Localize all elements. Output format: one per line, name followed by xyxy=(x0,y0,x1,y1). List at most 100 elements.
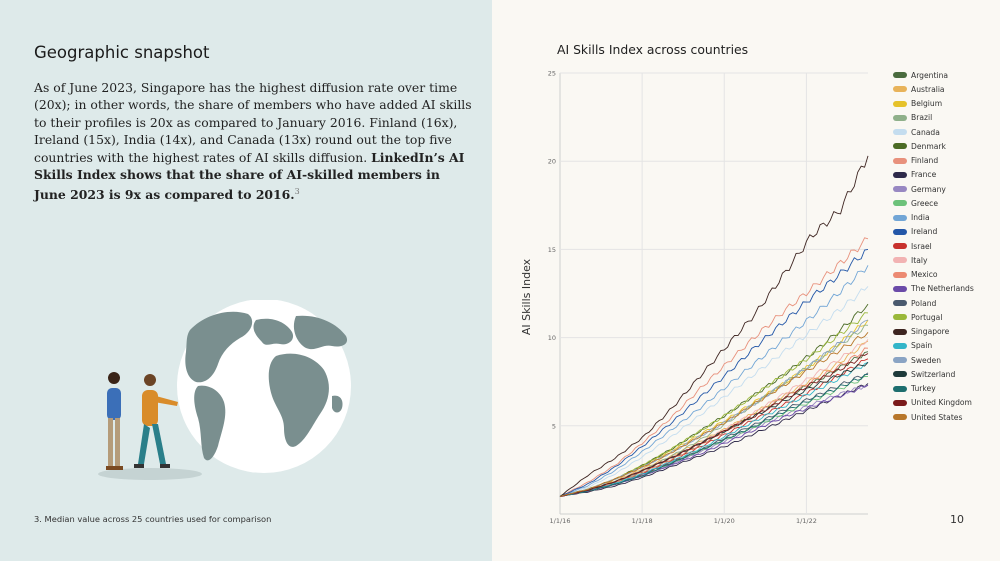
legend-item: Israel xyxy=(893,239,998,253)
legend-item: Portugal xyxy=(893,310,998,324)
footnote: 3. Median value across 25 countries used… xyxy=(34,514,272,524)
legend-item: Argentina xyxy=(893,68,998,82)
legend-swatch xyxy=(893,114,907,121)
legend-swatch xyxy=(893,399,907,406)
series-line-australia xyxy=(559,340,869,497)
right-panel xyxy=(492,0,1000,561)
legend-label: The Netherlands xyxy=(911,284,974,294)
legend-swatch xyxy=(893,328,907,335)
legend-label: Greece xyxy=(911,198,939,208)
series-line-denmark xyxy=(559,303,869,497)
legend-item: Canada xyxy=(893,125,998,139)
person-left xyxy=(106,372,123,470)
legend-swatch xyxy=(893,86,907,93)
series-line-united-kingdom xyxy=(559,353,869,497)
legend-label: Belgium xyxy=(911,99,943,109)
legend-swatch xyxy=(893,385,907,392)
legend-label: Poland xyxy=(911,298,937,308)
series-line-finland xyxy=(559,237,869,497)
legend-label: Israel xyxy=(911,241,932,251)
legend-label: Ireland xyxy=(911,227,938,237)
legend-item: Germany xyxy=(893,182,998,196)
legend-swatch xyxy=(893,414,907,421)
series-line-singapore xyxy=(559,155,869,497)
legend-swatch xyxy=(893,371,907,378)
series-line-portugal xyxy=(559,312,869,497)
series-line-india xyxy=(559,265,869,497)
legend-swatch xyxy=(893,357,907,364)
legend-swatch xyxy=(893,157,907,164)
legend-label: Spain xyxy=(911,341,933,351)
legend-swatch xyxy=(893,243,907,250)
legend-label: Portugal xyxy=(911,312,943,322)
legend-swatch xyxy=(893,100,907,107)
legend-swatch xyxy=(893,271,907,278)
legend-label: Mexico xyxy=(911,270,938,280)
series-line-canada xyxy=(559,286,869,497)
x-tick-label: 1/1/16 xyxy=(550,517,571,525)
legend-item: Poland xyxy=(893,296,998,310)
y-tick-label: 15 xyxy=(548,246,556,254)
legend-label: Australia xyxy=(911,84,945,94)
legend-label: Italy xyxy=(911,255,928,265)
legend-item: Australia xyxy=(893,82,998,96)
chart-title: AI Skills Index across countries xyxy=(557,42,749,57)
legend-label: United Kingdom xyxy=(911,398,972,408)
legend-swatch xyxy=(893,143,907,150)
legend-swatch xyxy=(893,285,907,292)
legend-item: Finland xyxy=(893,154,998,168)
chart-series xyxy=(559,155,869,497)
legend-item: Belgium xyxy=(893,97,998,111)
legend-swatch xyxy=(893,72,907,79)
legend-item: Italy xyxy=(893,253,998,267)
chart-legend: Argentina Australia Belgium Brazil Canada Den… xyxy=(893,68,998,424)
legend-swatch xyxy=(893,214,907,221)
legend-swatch xyxy=(893,228,907,235)
legend-item: Mexico xyxy=(893,268,998,282)
legend-item: Sweden xyxy=(893,353,998,367)
legend-swatch xyxy=(893,171,907,178)
legend-swatch xyxy=(893,314,907,321)
legend-swatch xyxy=(893,200,907,207)
legend-label: Argentina xyxy=(911,70,949,80)
series-line-france xyxy=(559,383,869,497)
legend-item: Switzerland xyxy=(893,367,998,381)
legend-label: Denmark xyxy=(911,141,946,151)
series-line-sweden xyxy=(559,319,869,497)
legend-swatch xyxy=(893,257,907,264)
y-tick-label: 5 xyxy=(552,422,556,430)
x-tick-label: 1/1/22 xyxy=(796,517,817,525)
legend-label: Switzerland xyxy=(911,369,956,379)
legend-item: Greece xyxy=(893,196,998,210)
paragraph-bold: LinkedIn’s AI Skills Index shows that th… xyxy=(34,149,465,203)
legend-label: Singapore xyxy=(911,327,950,337)
legend-label: Turkey xyxy=(911,384,936,394)
legend-item: The Netherlands xyxy=(893,282,998,296)
legend-label: Germany xyxy=(911,184,946,194)
legend-label: Brazil xyxy=(911,113,933,123)
body-paragraph: As of June 2023, Singapore has the highe… xyxy=(34,79,474,204)
legend-item: United Kingdom xyxy=(893,396,998,410)
legend-label: India xyxy=(911,213,930,223)
legend-label: United States xyxy=(911,412,963,422)
legend-item: Brazil xyxy=(893,111,998,125)
series-line-united-states xyxy=(559,332,869,497)
chart-ticks: 5 10 15 20 25 1/1/16 1/1/18 1/1/20 1/1/22 xyxy=(548,70,817,526)
legend-label: Canada xyxy=(911,127,940,137)
legend-item: United States xyxy=(893,410,998,424)
series-line-ireland xyxy=(559,248,869,497)
legend-swatch xyxy=(893,186,907,193)
x-tick-label: 1/1/20 xyxy=(714,517,735,525)
legend-item: India xyxy=(893,211,998,225)
legend-swatch xyxy=(893,300,907,307)
x-tick-label: 1/1/18 xyxy=(632,517,653,525)
legend-item: Turkey xyxy=(893,382,998,396)
section-heading: Geographic snapshot xyxy=(34,43,210,62)
chart-grid xyxy=(559,72,868,515)
globe-land xyxy=(185,311,348,461)
footnote-reference: 3 xyxy=(294,187,300,197)
series-line-spain xyxy=(559,361,869,497)
legend-swatch xyxy=(893,342,907,349)
globe-illustration xyxy=(98,300,351,480)
